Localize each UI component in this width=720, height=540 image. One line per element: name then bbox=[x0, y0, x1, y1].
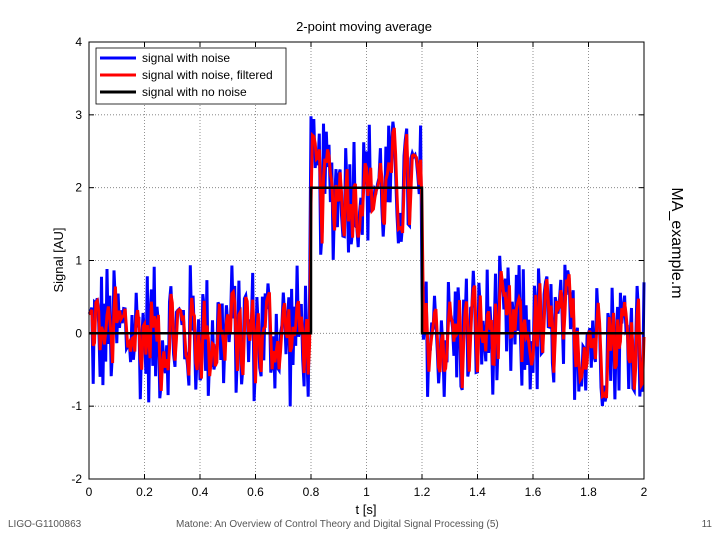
x-tick-label: 0.4 bbox=[192, 485, 209, 499]
y-tick-label: 4 bbox=[75, 35, 82, 49]
footer-talk-title: Matone: An Overview of Control Theory an… bbox=[176, 519, 499, 530]
x-tick-label: 0 bbox=[86, 485, 93, 499]
axis-ticks: 0 0.2 0.4 0.6 0.8 1 1.2 1.4 1.6 1.8 2 -2 -1 0 1 2 3 4 bbox=[71, 35, 647, 499]
y-tick-label: -1 bbox=[71, 399, 82, 413]
legend-entry: signal with noise bbox=[142, 51, 230, 65]
y-tick-label: 0 bbox=[75, 326, 82, 340]
footer-document-id: LIGO-G1100863 bbox=[8, 519, 82, 530]
x-tick-label: 1.6 bbox=[525, 485, 542, 499]
chart-title: 2-point moving average bbox=[296, 19, 432, 34]
x-tick-label: 0.6 bbox=[247, 485, 264, 499]
y-tick-label: 3 bbox=[75, 108, 82, 122]
series-filtered-signal bbox=[88, 127, 646, 400]
y-tick-label: 2 bbox=[75, 181, 82, 195]
y-tick-label: 1 bbox=[75, 254, 82, 268]
footer-page-number: 11 bbox=[701, 519, 712, 530]
x-tick-label: 1.4 bbox=[469, 485, 486, 499]
x-tick-label: 2 bbox=[641, 485, 648, 499]
legend-entry: signal with no noise bbox=[142, 85, 247, 99]
x-tick-label: 0.8 bbox=[303, 485, 320, 499]
x-tick-label: 1 bbox=[363, 485, 370, 499]
script-name-label: MA_example.m bbox=[668, 187, 685, 298]
clean-signal-line bbox=[89, 186, 644, 335]
legend-entry: signal with noise, filtered bbox=[142, 68, 273, 82]
x-tick-label: 1.8 bbox=[580, 485, 597, 499]
y-tick-label: -2 bbox=[71, 472, 82, 486]
y-axis-label: Signal [AU] bbox=[51, 227, 66, 292]
filtered-signal-line bbox=[88, 127, 646, 400]
series-clean-signal bbox=[89, 186, 644, 335]
x-tick-label: 1.2 bbox=[414, 485, 431, 499]
x-tick-label: 0.2 bbox=[136, 485, 153, 499]
x-axis-label: t [s] bbox=[356, 502, 377, 517]
legend: signal with noise signal with noise, filt… bbox=[95, 47, 287, 105]
